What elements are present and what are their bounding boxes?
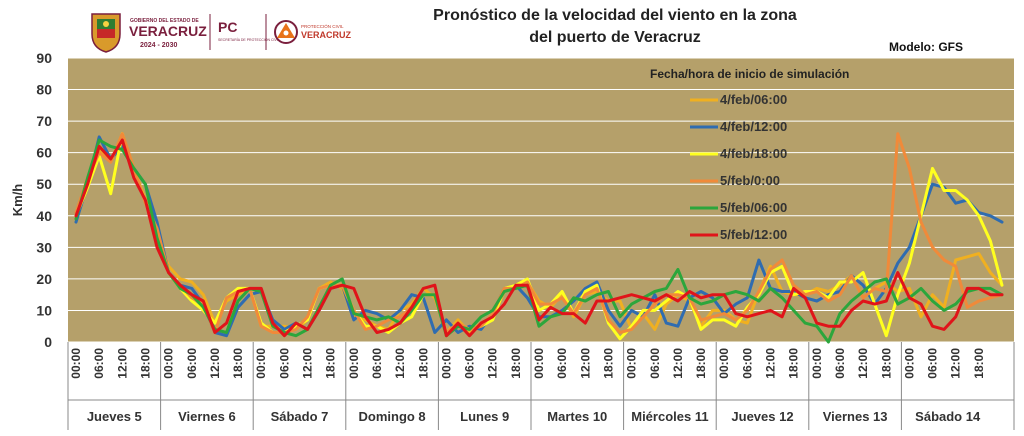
day-label: Martes 10 — [547, 409, 607, 424]
logos: GOBIERNO DEL ESTADO DE VERACRUZ 2024 - 2… — [91, 13, 352, 53]
gov-name-text: VERACRUZ — [129, 23, 207, 39]
x-tick-label: 06:00 — [648, 348, 662, 379]
pc-text: PC — [218, 19, 237, 35]
x-tick-label: 00:00 — [532, 348, 546, 379]
x-tick-label: 06:00 — [370, 348, 384, 379]
x-tick-label: 00:00 — [69, 348, 83, 379]
x-tick-label: 06:00 — [277, 348, 291, 379]
legend-label: 5/feb/12:00 — [720, 227, 787, 242]
x-tick-label: 18:00 — [416, 348, 430, 379]
grid-lines — [68, 57, 1014, 343]
legend-label: 5/feb/0:00 — [720, 173, 780, 188]
y-axis: 0 10 20 30 40 50 60 70 80 90 — [36, 50, 52, 350]
x-tick-label: 06:00 — [463, 348, 477, 379]
legend: Fecha/hora de inicio de simulación 4/feb… — [650, 67, 849, 242]
day-label: Jueves 5 — [87, 409, 142, 424]
x-tick-label: 00:00 — [254, 348, 268, 379]
series-lines — [74, 132, 1004, 344]
day-label: Sábado 14 — [915, 409, 981, 424]
x-tick-label: 06:00 — [555, 348, 569, 379]
y-tick-label: 0 — [44, 334, 52, 350]
x-axis: 00:00 06:00 12:00 18:00 Jueves 5 00:00 06:00 12… — [67, 342, 1015, 430]
pc2-name-text: VERACRUZ — [301, 30, 352, 40]
day-label: Viernes 13 — [823, 409, 888, 424]
x-tick-label: 12:00 — [301, 348, 315, 379]
proteccion-civil-icon — [274, 20, 298, 44]
x-tick-label: 18:00 — [601, 348, 615, 379]
pc-sub-text: SECRETARÍA DE PROTECCIÓN CIVIL — [218, 37, 280, 42]
x-tick-label: 18:00 — [138, 348, 152, 379]
legend-label: 4/feb/06:00 — [720, 92, 787, 107]
x-tick-label: 00:00 — [162, 348, 176, 379]
pc2-small-text: PROTECCIÓN CIVIL — [301, 23, 344, 29]
x-tick-label: 12:00 — [393, 348, 407, 379]
x-tick-label: 18:00 — [972, 348, 986, 379]
y-tick-label: 50 — [36, 176, 52, 192]
legend-label: 4/feb/12:00 — [720, 119, 787, 134]
y-tick-label: 20 — [36, 271, 52, 287]
x-tick-label: 06:00 — [92, 348, 106, 379]
y-axis-label: Km/h — [10, 184, 25, 217]
x-tick-label: 12:00 — [764, 348, 778, 379]
y-tick-label: 10 — [36, 302, 52, 318]
legend-label: 5/feb/06:00 — [720, 200, 787, 215]
y-tick-label: 80 — [36, 82, 52, 98]
x-tick-label: 06:00 — [185, 348, 199, 379]
y-tick-label: 70 — [36, 113, 52, 129]
y-tick-label: 30 — [36, 239, 52, 255]
legend-title: Fecha/hora de inicio de simulación — [650, 67, 849, 81]
day-label: Lunes 9 — [460, 409, 509, 424]
x-tick-label: 00:00 — [902, 348, 916, 379]
header: GOBIERNO DEL ESTADO DE VERACRUZ 2024 - 2… — [0, 0, 1024, 56]
chart-title: Pronóstico de la velocidad del viento en… — [380, 5, 850, 49]
x-tick-label: 18:00 — [694, 348, 708, 379]
x-tick-label: 12:00 — [486, 348, 500, 379]
x-tick-label: 00:00 — [625, 348, 639, 379]
x-tick-label: 12:00 — [578, 348, 592, 379]
x-tick-label: 12:00 — [856, 348, 870, 379]
x-tick-label: 12:00 — [671, 348, 685, 379]
day-label: Jueves 12 — [731, 409, 793, 424]
day-label: Viernes 6 — [178, 409, 236, 424]
x-tick-label: 12:00 — [115, 348, 129, 379]
x-tick-label: 00:00 — [347, 348, 361, 379]
x-tick-label: 06:00 — [833, 348, 847, 379]
chart-title-line1: Pronóstico de la velocidad del viento en… — [433, 7, 797, 24]
x-tick-label: 06:00 — [740, 348, 754, 379]
plot-area — [68, 58, 1014, 342]
day-label: Miércoles 11 — [631, 409, 708, 424]
model-label: Modelo: GFS — [889, 40, 963, 54]
veracruz-coat-of-arms-icon — [91, 13, 121, 53]
x-tick-label: 00:00 — [810, 348, 824, 379]
chart-title-line2: del puerto de Veracruz — [529, 29, 701, 46]
series-line — [74, 138, 1004, 338]
x-tick-label: 06:00 — [926, 348, 940, 379]
x-tick-label: 18:00 — [231, 348, 245, 379]
y-tick-label: 90 — [36, 50, 52, 66]
x-tick-label: 18:00 — [787, 348, 801, 379]
y-tick-label: 40 — [36, 208, 52, 224]
y-tick-label: 60 — [36, 145, 52, 161]
x-tick-label: 00:00 — [717, 348, 731, 379]
x-tick-label: 12:00 — [208, 348, 222, 379]
series-line — [74, 132, 1004, 334]
legend-label: 4/feb/18:00 — [720, 146, 787, 161]
x-tick-label: 18:00 — [324, 348, 338, 379]
x-tick-label: 12:00 — [949, 348, 963, 379]
x-tick-label: 18:00 — [879, 348, 893, 379]
day-label: Sábado 7 — [271, 409, 329, 424]
x-tick-label: 00:00 — [439, 348, 453, 379]
x-tick-label: 18:00 — [509, 348, 523, 379]
day-label: Domingo 8 — [359, 409, 426, 424]
gov-years-text: 2024 - 2030 — [140, 42, 177, 49]
gov-small-text: GOBIERNO DEL ESTADO DE — [130, 18, 199, 24]
series-line — [74, 138, 1004, 344]
